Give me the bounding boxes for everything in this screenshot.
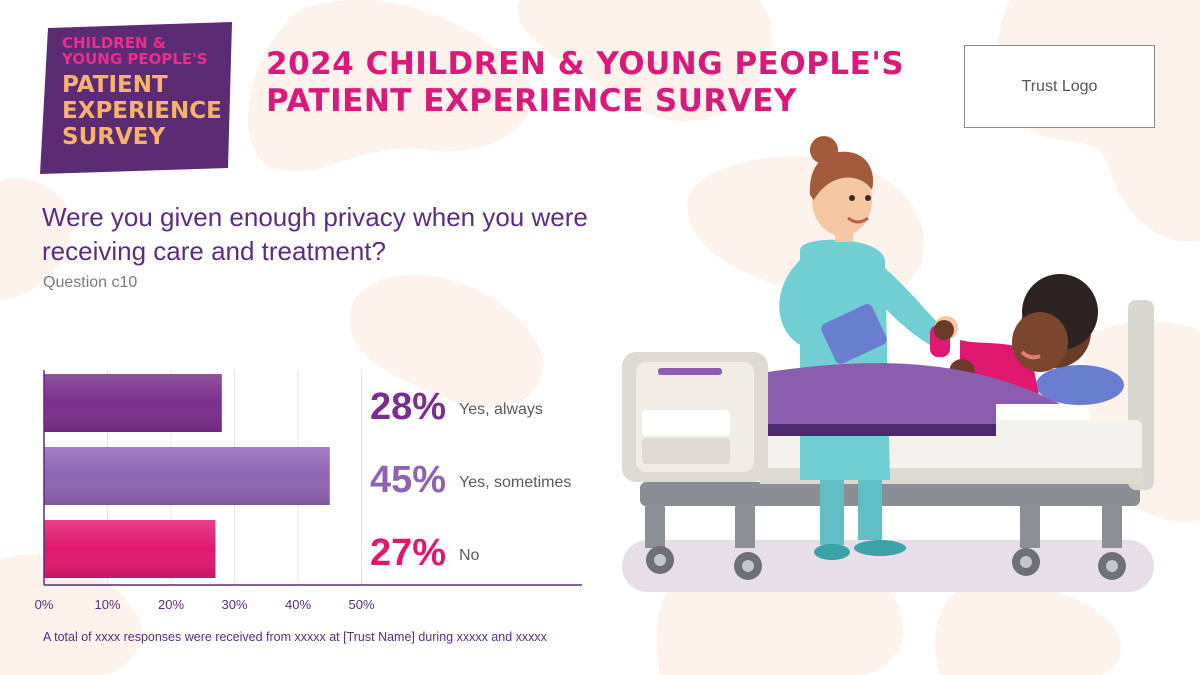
value-label: 45% [370, 459, 446, 501]
badge-line-2: YOUNG PEOPLE'S [62, 50, 208, 68]
page-title-line-2: PATIENT EXPERIENCE SURVEY [266, 83, 797, 119]
x-tick-label: 50% [348, 597, 374, 612]
value-label: 28% [370, 386, 446, 428]
category-label: Yes, always [459, 401, 543, 418]
badge-line-1: CHILDREN & [62, 34, 166, 52]
page-title-line-1: 2024 CHILDREN & YOUNG PEOPLE'S [266, 46, 905, 82]
question-text: Were you given enough privacy when you w… [42, 202, 588, 266]
badge-line-4: EXPERIENCE [62, 98, 222, 124]
bar-shading [44, 520, 216, 578]
category-label: Yes, sometimes [459, 474, 571, 491]
bed-wheels [645, 500, 1126, 580]
survey-badge-logo: CHILDREN & YOUNG PEOPLE'S PATIENT EXPERI… [40, 22, 235, 174]
x-tick-label: 20% [158, 597, 184, 612]
badge-shape [40, 22, 232, 174]
bed-rail [640, 482, 1140, 506]
bar-shading [44, 447, 330, 505]
bar-shading [44, 374, 222, 432]
badge-line-5: SURVEY [62, 124, 166, 150]
question-code: Question c10 [43, 274, 138, 291]
badge-line-3: PATIENT [62, 72, 168, 98]
x-tick-label: 30% [221, 597, 247, 612]
trust-logo-placeholder: Trust Logo [964, 45, 1155, 128]
nurse-and-patient-illustration [622, 136, 1154, 592]
footer-note: A total of xxxx responses were received … [43, 630, 547, 644]
pillow [1036, 365, 1124, 405]
x-tick-label: 10% [94, 597, 120, 612]
x-tick-label: 40% [285, 597, 311, 612]
blanket [768, 363, 1060, 436]
category-label: No [459, 547, 480, 564]
value-label: 27% [370, 532, 446, 574]
x-tick-label: 0% [35, 597, 54, 612]
page-title: 2024 CHILDREN & YOUNG PEOPLE'S PATIENT E… [266, 46, 926, 120]
